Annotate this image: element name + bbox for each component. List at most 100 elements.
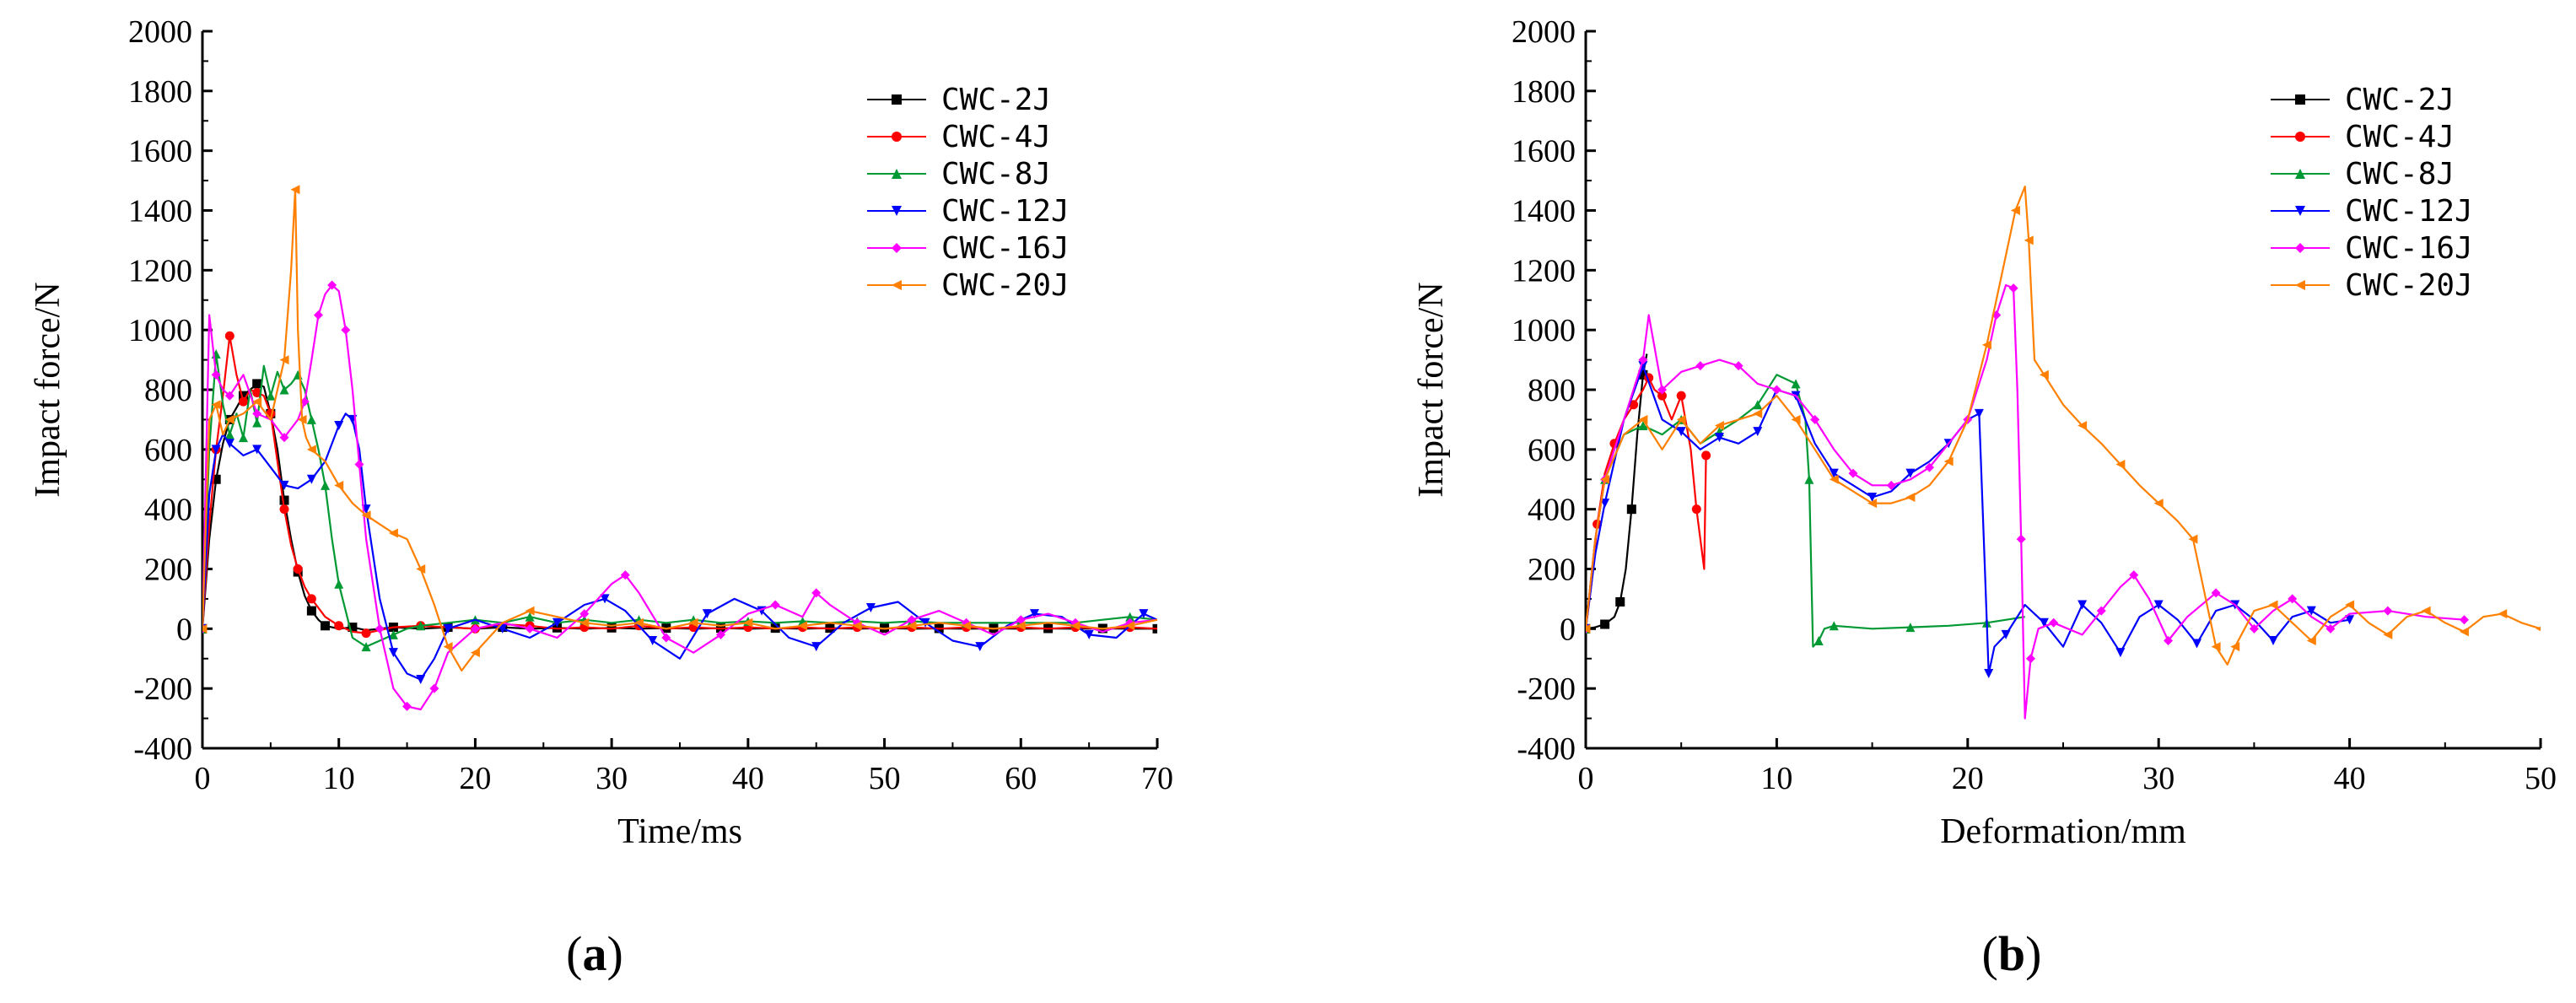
legend-item: CWC-20J	[2271, 268, 2473, 303]
y-tick-label: 600	[144, 433, 192, 468]
data-point	[2345, 600, 2355, 610]
x-tick-label: 30	[595, 761, 628, 796]
data-point	[252, 418, 262, 428]
data-point	[2268, 636, 2278, 645]
data-point	[852, 621, 862, 631]
legend-item: CWC-4J	[2271, 120, 2455, 154]
data-point	[1657, 385, 1668, 395]
data-point	[1638, 369, 1648, 380]
data-point	[2039, 369, 2049, 380]
data-point	[279, 495, 289, 505]
x-tick-label: 50	[2525, 761, 2557, 796]
data-point	[743, 617, 753, 628]
data-point	[2249, 623, 2259, 634]
data-point	[416, 621, 426, 631]
data-point	[224, 429, 234, 439]
data-point	[2096, 606, 2106, 616]
series-line	[202, 353, 1157, 648]
data-point	[211, 369, 221, 380]
data-point	[2024, 235, 2034, 245]
legend-label: CWC-8J	[941, 157, 1051, 191]
series-CWC-20J	[202, 185, 1157, 672]
data-point	[770, 600, 780, 610]
data-point	[1626, 504, 1636, 515]
data-point	[1714, 433, 1724, 443]
data-point	[361, 628, 371, 639]
data-point	[2421, 606, 2431, 616]
data-point	[1791, 379, 1801, 389]
data-point	[299, 396, 310, 407]
data-point	[2078, 421, 2088, 430]
data-point	[211, 474, 221, 484]
data-point	[1701, 450, 1711, 461]
data-point	[293, 369, 303, 380]
series-line	[1586, 353, 1648, 630]
legend-item: CWC-2J	[867, 83, 1051, 117]
x-tick-label: 10	[323, 761, 355, 796]
series-line	[202, 335, 1157, 634]
data-point	[552, 617, 562, 628]
data-point	[252, 388, 262, 398]
legend-label: CWC-20J	[2345, 268, 2473, 303]
data-point	[1016, 615, 1026, 625]
y-tick-label: 600	[1528, 433, 1576, 468]
data-point	[334, 579, 344, 589]
data-point	[2010, 206, 2020, 215]
data-point	[239, 396, 249, 407]
data-point	[962, 621, 972, 631]
data-point	[1070, 621, 1081, 631]
data-point	[1638, 414, 1648, 424]
data-point	[2459, 627, 2469, 637]
data-point	[907, 615, 917, 625]
data-point	[2115, 648, 2126, 658]
data-point	[388, 629, 398, 639]
data-point	[2164, 636, 2174, 645]
data-point	[224, 439, 234, 449]
x-tick-label: 20	[1952, 761, 1984, 796]
data-point	[975, 642, 985, 652]
chart-panel-b: -400-20002004006008001000120014001600180…	[1412, 14, 2557, 851]
svg-text:(b): (b)	[1982, 926, 2042, 981]
data-point	[2325, 623, 2336, 634]
data-point	[224, 391, 234, 401]
chart-panel-a: -400-20002004006008001000120014001600180…	[29, 14, 1173, 851]
legend-item: CWC-12J	[867, 194, 1070, 229]
legend-label: CWC-16J	[2345, 231, 2473, 266]
data-point	[1676, 391, 1686, 401]
data-point	[1691, 504, 1701, 515]
data-point	[252, 396, 262, 407]
data-point	[416, 675, 426, 685]
y-tick-label: 1200	[128, 253, 192, 288]
data-point	[1638, 355, 1648, 365]
y-tick-label: 1400	[1512, 194, 1576, 229]
x-tick-label: 70	[1141, 761, 1173, 796]
legend-item: CWC-12J	[2271, 194, 2473, 229]
y-tick-label: 1000	[128, 313, 192, 348]
panel-label-b-letter: b	[1998, 926, 2025, 981]
axes: -400-20002004006008001000120014001600180…	[128, 14, 1173, 796]
legend-label: CWC-20J	[941, 268, 1070, 303]
data-point	[361, 510, 371, 520]
panel-label-b: (b)	[1982, 926, 2042, 981]
legend-label: CWC-2J	[2345, 83, 2455, 117]
legend-marker	[2295, 94, 2305, 105]
x-tick-label: 40	[732, 761, 764, 796]
data-point	[2115, 460, 2126, 470]
data-point	[1714, 421, 1724, 430]
legend-label: CWC-8J	[2345, 157, 2455, 191]
data-point	[1125, 621, 1135, 631]
data-point	[2188, 534, 2198, 544]
data-point	[2039, 617, 2049, 628]
y-tick-label: 400	[1528, 493, 1576, 528]
data-point	[290, 185, 300, 195]
legend-item: CWC-8J	[867, 157, 1051, 191]
legend-marker	[2295, 169, 2305, 179]
data-point	[1905, 493, 1916, 502]
legend-marker	[2295, 243, 2305, 253]
data-point	[1886, 480, 1896, 490]
data-point	[1867, 499, 1878, 509]
data-point	[525, 606, 535, 616]
data-point	[279, 480, 289, 490]
x-axis-title: Deformation/mm	[1940, 812, 2186, 851]
data-point	[2211, 642, 2221, 652]
